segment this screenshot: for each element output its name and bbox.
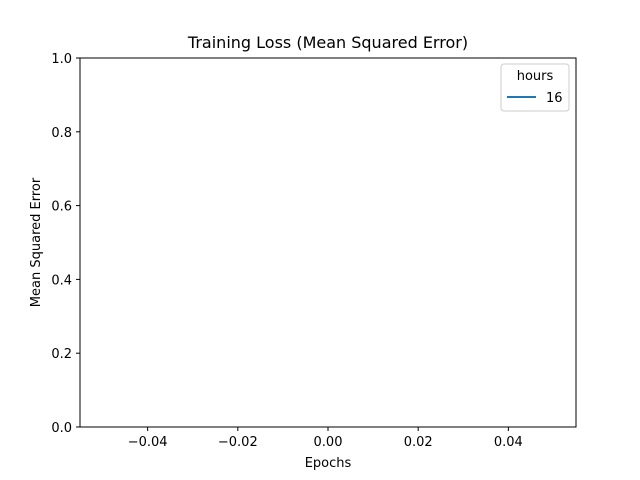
x-tick-label: 0.00 [314,435,343,450]
y-tick-label: 0.8 [51,126,72,141]
x-axis-label: Epochs [305,456,352,471]
y-tick-label: 1.0 [51,52,72,67]
legend-title: hours [517,69,554,84]
x-axis: −0.04 −0.02 0.00 0.02 0.04 [128,427,523,450]
x-tick-label: 0.04 [494,435,523,450]
x-tick-label: −0.04 [128,435,168,450]
legend-box [500,63,570,112]
plot-area [80,58,576,427]
y-axis: 0.0 0.2 0.4 0.6 0.8 1.0 [51,52,80,436]
y-tick-label: 0.6 [51,200,72,215]
y-tick-label: 0.2 [51,347,72,362]
x-tick-label: −0.02 [218,435,258,450]
legend: hours 16 [500,63,570,112]
y-tick-label: 0.0 [51,421,72,436]
legend-label: 16 [546,91,563,106]
y-tick-label: 0.4 [51,273,72,288]
chart-title: Training Loss (Mean Squared Error) [187,33,468,52]
x-tick-label: 0.02 [404,435,433,450]
y-axis-label: Mean Squared Error [29,177,44,307]
